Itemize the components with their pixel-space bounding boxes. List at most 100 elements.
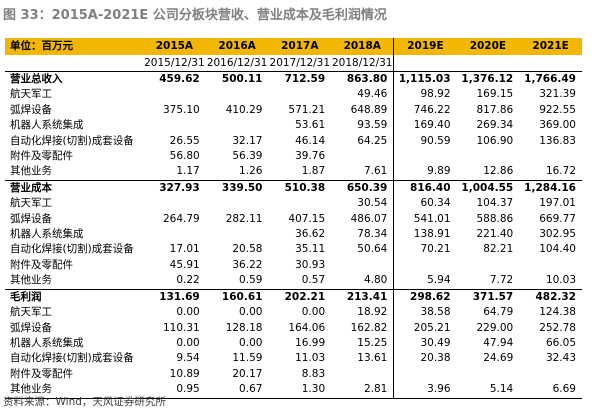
value-cell: 205.21 <box>393 320 457 336</box>
value-cell: 32.17 <box>232 134 263 147</box>
value-cell: 1,115.03 <box>393 71 457 88</box>
value-cell: 13.61 <box>357 352 388 365</box>
value-cell: 1,004.55 <box>456 179 520 197</box>
value-cell: 53.61 <box>295 119 326 132</box>
value-cell: 3.96 <box>393 382 457 399</box>
value-cell: 4.80 <box>363 274 388 287</box>
value-cell: 459.62 <box>159 73 200 85</box>
value-cell: 45.91 <box>169 258 200 271</box>
value-cell: 60.34 <box>393 196 457 212</box>
table-row: 航天军工 30.54 60.34 104.37 197.01 <box>5 196 582 212</box>
value-cell: 26.55 <box>169 134 200 147</box>
table-row: 自动化焊接(切割)成套设备 26.55 32.17 46.14 64.25 90.59 10… <box>5 133 582 150</box>
value-cell: 98.92 <box>393 87 457 103</box>
value-cell: 104.40 <box>539 243 576 256</box>
period-date: 2017/12/31 <box>268 55 332 72</box>
value-cell: 0.00 <box>176 336 200 349</box>
value-cell: 0.95 <box>143 382 206 399</box>
value-cell: 0.67 <box>205 382 269 399</box>
figure-title: 图 33：2015A-2021E 公司分板块营收、营业成本及毛利润情况 <box>3 8 387 23</box>
row-label: 其他业务 <box>5 382 144 399</box>
period-date: 2016/12/31 <box>205 55 269 72</box>
period-date: 2018/12/31 <box>331 55 394 72</box>
row-label: 营业成本 <box>5 179 144 197</box>
value-cell: 30.54 <box>357 197 388 210</box>
value-cell: 922.55 <box>539 103 576 116</box>
header-row: 单位：百万元 2015A 2016A 2017A 2018A 2019E 202… <box>5 38 582 55</box>
date-row: 2015/12/31 2016/12/31 2017/12/31 2018/12… <box>5 55 582 72</box>
value-cell <box>519 258 582 273</box>
value-cell: 1,376.12 <box>461 73 514 85</box>
value-cell: 269.34 <box>476 119 514 132</box>
period-date <box>393 55 457 72</box>
value-cell: 106.90 <box>476 134 514 147</box>
value-cell: 131.69 <box>143 288 206 306</box>
table-row: 弧焊设备 264.79 282.11 407.15 486.07 541.01 588.86… <box>5 211 582 228</box>
table-row: 其他业务 0.95 0.67 1.30 2.81 3.96 5.14 6.69 <box>5 382 582 399</box>
value-cell: 0.59 <box>239 274 263 287</box>
value-cell: 1.30 <box>268 382 332 399</box>
value-cell: 162.82 <box>350 321 388 334</box>
value-cell: 35.11 <box>295 243 326 256</box>
value-cell <box>206 87 269 102</box>
section-total-row: 营业总收入 459.62 500.11 712.59 863.80 1,115.03 1,3… <box>5 71 582 88</box>
value-cell <box>393 149 457 165</box>
value-cell: 56.80 <box>169 150 200 163</box>
value-cell <box>457 258 520 273</box>
year-header: 2015A <box>143 38 206 55</box>
value-cell: 650.39 <box>331 179 394 197</box>
value-cell: 371.57 <box>456 288 520 306</box>
row-label: 弧焊设备 <box>10 321 52 334</box>
value-cell: 500.11 <box>221 73 263 85</box>
year-header: 2020E <box>456 38 520 55</box>
value-cell: 1,766.49 <box>524 73 576 85</box>
value-cell: 298.62 <box>393 288 457 306</box>
value-cell: 30.93 <box>295 258 326 271</box>
row-label: 其他业务 <box>10 274 52 287</box>
value-cell <box>331 367 394 382</box>
value-cell: 20.38 <box>393 351 457 367</box>
value-cell: 588.86 <box>476 212 514 225</box>
value-cell: 16.72 <box>545 165 576 178</box>
value-cell: 17.01 <box>169 243 200 256</box>
value-cell: 36.62 <box>295 228 326 241</box>
value-cell: 38.58 <box>393 305 457 321</box>
value-cell: 15.25 <box>357 336 388 349</box>
unit-label: 单位：百万元 <box>5 38 144 55</box>
value-cell: 0.57 <box>301 274 326 287</box>
value-cell <box>143 196 206 211</box>
row-label: 毛利润 <box>5 288 144 306</box>
table-row: 附件及零配件 56.80 56.39 39.76 <box>5 149 582 165</box>
value-cell: 70.21 <box>393 242 457 258</box>
value-cell: 7.61 <box>363 165 388 178</box>
value-cell <box>206 227 269 242</box>
value-cell: 11.59 <box>232 352 263 365</box>
value-cell <box>519 149 582 164</box>
value-cell: 1.26 <box>239 165 263 178</box>
row-label: 自动化焊接(切割)成套设备 <box>10 243 134 256</box>
value-cell <box>519 367 582 382</box>
value-cell: 66.05 <box>545 336 576 349</box>
value-cell: 510.38 <box>268 179 332 197</box>
row-label: 附件及零配件 <box>10 258 73 271</box>
value-cell: 64.79 <box>483 306 514 319</box>
value-cell: 5.14 <box>456 382 520 399</box>
section-total-row: 营业成本 327.93 339.50 510.38 650.39 816.40 1,004.… <box>5 179 582 197</box>
value-cell: 5.94 <box>393 273 457 290</box>
value-cell: 110.31 <box>162 321 200 334</box>
value-cell <box>143 118 206 133</box>
value-cell: 221.40 <box>476 228 514 241</box>
table-row: 机器人系统集成 36.62 78.34 138.91 221.40 302.95 <box>5 227 582 243</box>
value-cell: 47.94 <box>483 336 514 349</box>
value-cell: 6.69 <box>519 382 582 399</box>
value-cell: 0.00 <box>301 306 326 319</box>
value-cell: 264.79 <box>162 212 200 225</box>
table-row: 附件及零配件 10.89 20.17 8.83 <box>5 366 582 383</box>
value-cell: 46.14 <box>295 134 326 147</box>
value-cell: 49.46 <box>357 88 388 101</box>
value-cell <box>457 367 520 382</box>
value-cell: 863.80 <box>346 73 388 85</box>
table-row: 其他业务 0.22 0.59 0.57 4.80 5.94 7.72 10.03 <box>5 273 582 290</box>
value-cell <box>143 87 206 102</box>
source-note: 资料来源：Wind，天风证券研究所 <box>3 396 166 408</box>
